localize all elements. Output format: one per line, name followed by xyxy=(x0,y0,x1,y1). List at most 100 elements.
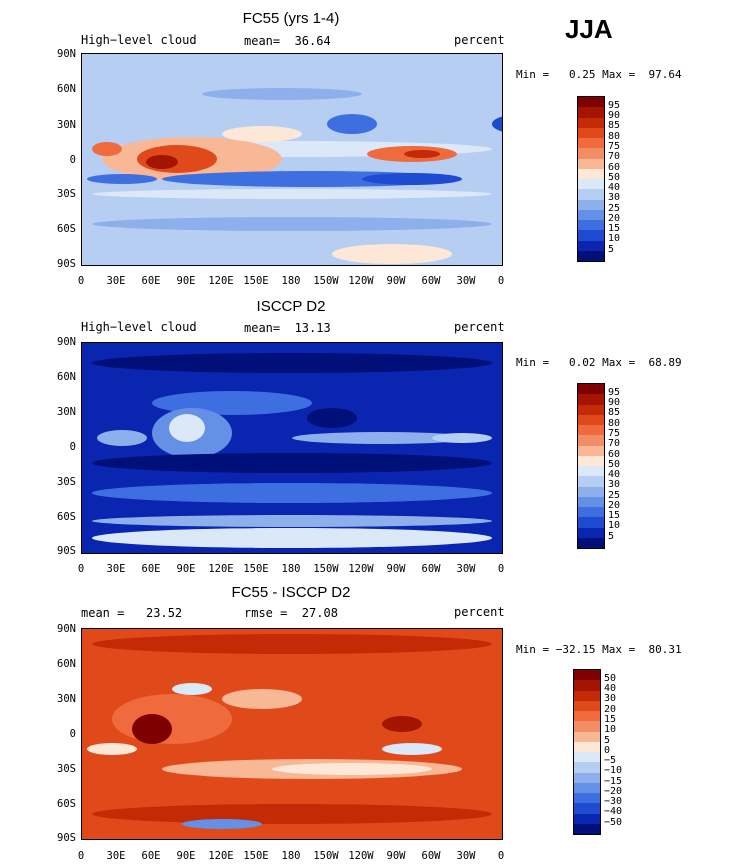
lon-tick: 30E xyxy=(106,275,126,287)
lat-tick: 0 xyxy=(69,728,76,740)
colorbar-label: 90 xyxy=(608,110,621,121)
lon-tick: 180 xyxy=(281,563,301,575)
lat-tick: 90N xyxy=(57,48,76,60)
colorbar-label: 70 xyxy=(608,151,621,162)
lon-tick: 120W xyxy=(348,275,374,287)
colorbar-label: 0 xyxy=(604,745,611,756)
unit-label: percent xyxy=(454,605,505,619)
colorbar-label: −10 xyxy=(604,765,623,776)
lat-tick: 30N xyxy=(57,406,76,418)
lon-tick: 60E xyxy=(141,563,161,575)
colorbar-label: 20 xyxy=(608,500,621,511)
panel-title: FC55 (yrs 1-4) xyxy=(242,10,340,27)
colorbar-label: −50 xyxy=(604,817,623,828)
lon-tick: 150W xyxy=(313,275,339,287)
colorbar-label: 80 xyxy=(608,131,621,142)
lat-tick: 90S xyxy=(57,258,76,270)
map-fc55 xyxy=(81,53,503,266)
min-max-label: Min = 0.25 Max = 97.64 xyxy=(516,68,682,81)
colorbar-label: 20 xyxy=(604,704,617,715)
colorbar xyxy=(577,96,605,262)
lon-tick: 0 xyxy=(77,850,85,862)
lon-tick: 60E xyxy=(141,275,161,287)
lat-tick: 0 xyxy=(69,154,76,166)
colorbar-label: 95 xyxy=(608,100,621,111)
colorbar-label: 40 xyxy=(604,683,617,694)
lat-tick: 60S xyxy=(57,511,76,523)
lat-tick: 0 xyxy=(69,441,76,453)
lat-tick: 30N xyxy=(57,693,76,705)
colorbar-label: 5 xyxy=(608,531,615,542)
lon-tick: 90W xyxy=(386,275,406,287)
mean-label: mean = 23.52 xyxy=(81,606,183,620)
lon-tick: 60W xyxy=(421,563,441,575)
colorbar-label: 30 xyxy=(608,192,621,203)
lat-tick: 90S xyxy=(57,545,76,557)
lon-tick: 150E xyxy=(243,275,269,287)
lon-tick: 150E xyxy=(243,563,269,575)
lon-tick: 60E xyxy=(141,850,161,862)
colorbar-label: 20 xyxy=(608,213,621,224)
lon-tick: 30E xyxy=(106,850,126,862)
mean-label: mean= 36.64 xyxy=(244,34,331,48)
colorbar-label: −15 xyxy=(604,776,623,787)
colorbar-label: 40 xyxy=(608,182,621,193)
lon-tick: 60W xyxy=(421,850,441,862)
colorbar-label: 80 xyxy=(608,418,621,429)
lat-tick: 90N xyxy=(57,623,76,635)
lon-tick: 0 xyxy=(497,275,505,287)
colorbar-label: 60 xyxy=(608,449,621,460)
lon-tick: 120W xyxy=(348,850,374,862)
colorbar-label: 90 xyxy=(608,397,621,408)
colorbar-label: −40 xyxy=(604,806,623,817)
lon-tick: 30W xyxy=(456,850,476,862)
lat-tick: 30S xyxy=(57,763,76,775)
lon-tick: 90W xyxy=(386,850,406,862)
colorbar-label: 10 xyxy=(604,724,617,735)
lat-tick: 30N xyxy=(57,119,76,131)
colorbar-label: 25 xyxy=(608,203,621,214)
colorbar-label: 5 xyxy=(608,244,615,255)
lon-tick: 150W xyxy=(313,850,339,862)
colorbar-label: 75 xyxy=(608,428,621,439)
lon-tick: 0 xyxy=(497,850,505,862)
map-difference xyxy=(81,628,503,840)
mean-label: mean= 13.13 xyxy=(244,321,331,335)
colorbar-label: 85 xyxy=(608,120,621,131)
map-isccp xyxy=(81,342,503,554)
lon-tick: 120E xyxy=(208,850,234,862)
colorbar xyxy=(577,383,605,549)
variable-label: High−level cloud xyxy=(81,33,197,47)
lat-tick: 60N xyxy=(57,83,76,95)
lat-tick: 90N xyxy=(57,336,76,348)
colorbar-label: 40 xyxy=(608,469,621,480)
min-max-label: Min = −32.15 Max = 80.31 xyxy=(516,643,682,656)
lon-tick: 90E xyxy=(176,850,196,862)
unit-label: percent xyxy=(454,33,505,47)
rmse-label: rmse = 27.08 xyxy=(244,606,338,620)
colorbar-label: 60 xyxy=(608,162,621,173)
lon-tick: 180 xyxy=(281,850,301,862)
colorbar-label: 15 xyxy=(604,714,617,725)
lon-tick: 120W xyxy=(348,563,374,575)
min-max-label: Min = 0.02 Max = 68.89 xyxy=(516,356,682,369)
colorbar-label: 15 xyxy=(608,510,621,521)
lon-tick: 0 xyxy=(77,563,85,575)
colorbar-label: 30 xyxy=(608,479,621,490)
lat-tick: 60S xyxy=(57,798,76,810)
season-label: JJA xyxy=(565,14,613,44)
colorbar-label: 5 xyxy=(604,735,611,746)
colorbar-label: 30 xyxy=(604,693,617,704)
colorbar-label: 10 xyxy=(608,520,621,531)
lon-tick: 90W xyxy=(386,563,406,575)
colorbar-label: 50 xyxy=(608,459,621,470)
lon-tick: 0 xyxy=(497,563,505,575)
lat-tick: 60N xyxy=(57,371,76,383)
colorbar-label: −30 xyxy=(604,796,623,807)
colorbar-label: −20 xyxy=(604,786,623,797)
panel-fc55: FC55 (yrs 1-4) High−level cloud mean= 36… xyxy=(0,0,733,290)
panel-isccp: ISCCP D2 High−level cloud mean= 13.13 pe… xyxy=(0,290,733,580)
lon-tick: 120E xyxy=(208,563,234,575)
lon-tick: 30E xyxy=(106,563,126,575)
map-field-fc55 xyxy=(82,54,502,265)
